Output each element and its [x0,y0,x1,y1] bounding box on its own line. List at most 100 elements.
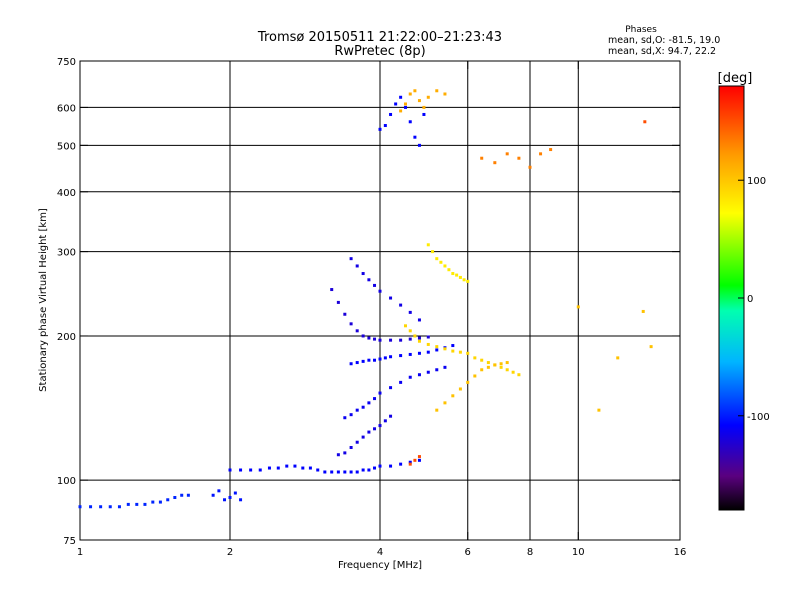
o-mode-point [413,135,417,139]
x-mode-point [466,279,470,283]
x-mode-point [435,257,439,261]
x-mode-point [439,260,443,264]
o-mode-point [399,380,403,384]
o-mode-point [451,344,455,348]
o-mode-point [316,468,320,472]
o-mode-point [399,303,403,307]
o-mode-point [336,300,340,304]
o-mode-point [355,361,359,365]
x-mode-point [417,455,421,459]
x-mode-point [480,156,484,160]
o-mode-point [233,491,237,495]
x-mode-point [616,356,620,360]
o-mode-point [417,318,421,322]
x-mode-point [413,89,417,93]
y-tick-label: 500 [57,141,76,152]
o-mode-point [258,468,262,472]
o-mode-point [285,464,289,468]
x-mode-point [403,102,407,106]
o-mode-point [355,440,359,444]
o-mode-point [443,365,447,369]
o-mode-point [408,120,412,124]
x-mode-point [539,152,543,156]
x-mode-point [486,361,490,365]
o-mode-point [361,334,365,338]
o-mode-point [117,505,121,509]
o-mode-point [108,505,112,509]
scatter-points [78,89,653,509]
o-mode-point [435,368,439,372]
y-tick-label: 200 [57,332,76,343]
x-tick-label: 4 [377,547,383,558]
x-mode-point [517,373,521,377]
o-mode-point [417,458,421,462]
o-mode-point [343,312,347,316]
o-mode-point [422,112,426,116]
x-tick-label: 6 [465,547,471,558]
o-mode-point [373,427,377,431]
o-mode-point [367,468,371,472]
o-mode-point [408,337,412,341]
o-mode-point [367,430,371,434]
o-mode-point [399,354,403,358]
o-mode-point [349,445,353,449]
o-mode-point [355,329,359,333]
y-tick-label: 100 [57,476,76,487]
o-mode-point [383,419,387,423]
o-mode-point [308,466,312,470]
o-mode-point [403,105,407,109]
x-mode-point [473,374,477,378]
x-tick-label: 10 [572,547,585,558]
o-mode-point [378,464,382,468]
o-mode-point [378,289,382,293]
o-mode-point [143,502,147,506]
x-mode-point [480,368,484,372]
o-mode-point [267,466,271,470]
o-mode-point [349,257,353,261]
x-mode-point [466,351,470,355]
o-mode-point [389,355,393,359]
x-mode-point [473,356,477,360]
x-mode-point [643,120,647,124]
colorbar-label: [deg] [718,71,753,86]
o-mode-point [99,505,103,509]
colorbar-ticks: 100 0 -100 [738,176,770,423]
x-mode-point [413,334,417,338]
o-mode-point [301,466,305,470]
x-tick-label: 1 [77,547,83,558]
o-mode-point [361,359,365,363]
phase-stats-o: mean, sd,O: -81.5, 19.0 [608,35,720,46]
chart-subtitle: RwPretec (8p) [334,44,425,59]
o-mode-point [361,272,365,276]
o-mode-point [89,505,93,509]
o-mode-point [228,468,232,472]
x-mode-point [462,278,466,282]
o-mode-point [361,468,365,472]
x-mode-point [431,250,435,254]
o-mode-point [349,470,353,474]
x-mode-point [403,324,407,328]
x-mode-point [408,329,412,333]
y-tick-label: 750 [57,57,76,68]
x-mode-point [480,358,484,362]
x-mode-point [458,275,462,279]
x-mode-point [528,165,532,169]
o-mode-point [367,278,371,282]
o-mode-point [239,498,243,502]
colorbar-tick-label: -100 [747,412,770,423]
x-mode-point [466,380,470,384]
o-mode-point [408,375,412,379]
o-mode-point [228,495,232,499]
phase-stats-x: mean, sd,X: 94.7, 22.2 [608,46,716,57]
o-mode-point [394,102,398,106]
o-mode-point [211,493,215,497]
o-mode-point [343,470,347,474]
x-mode-point [408,92,412,96]
o-mode-point [389,112,393,116]
o-mode-point [355,470,359,474]
o-mode-point [378,424,382,428]
o-mode-point [349,362,353,366]
x-mode-point [576,305,580,309]
o-mode-point [343,416,347,420]
